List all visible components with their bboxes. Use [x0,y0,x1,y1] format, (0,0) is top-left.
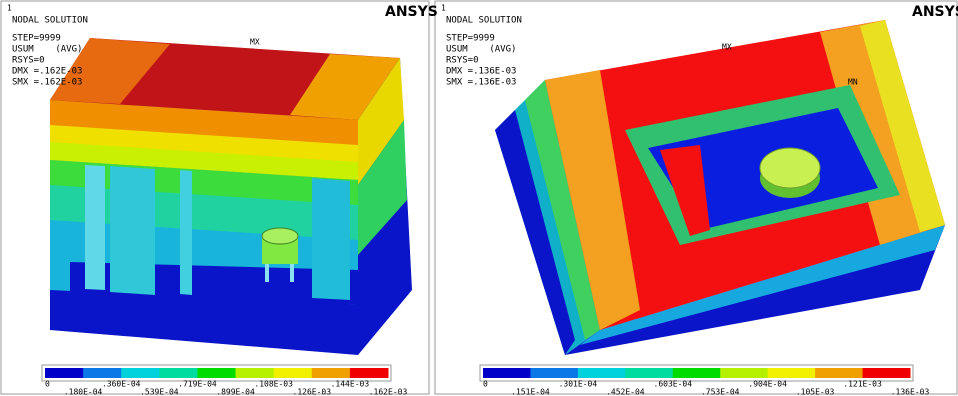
legend-label: .136E-03 [891,388,930,396]
legend-label: .105E-03 [796,388,835,396]
shape [495,110,575,355]
shape [265,264,269,282]
legend-label: .904E-04 [748,380,787,389]
shape [525,80,600,340]
legend-label: .151E-04 [511,388,550,396]
legend-label: .719E-04 [178,380,217,389]
shape [50,38,170,104]
shape [358,58,404,185]
extreme-marker: MX [722,43,732,52]
legend-label: .144E-03 [331,380,370,389]
result-info: SMX =.162E-03 [12,78,82,88]
legend-label: .360E-04 [102,380,141,389]
viewport-number: 1 [7,4,12,13]
shape [290,54,400,120]
legend-label: .899E-04 [216,388,255,396]
shape [358,120,407,255]
legend-swatch [45,368,84,378]
result-info: USUM (AVG) [12,45,82,55]
panel-frame [434,0,958,395]
legend-swatch [483,368,531,378]
legend-swatch [672,368,721,378]
legend-label: .121E-03 [843,380,882,389]
legend-label: .162E-03 [369,388,408,396]
legend-label: .126E-03 [293,388,332,396]
result-title: NODAL SOLUTION [12,16,88,26]
model-view [50,38,412,355]
legend-label: .539E-04 [140,388,179,396]
shape [312,178,350,300]
legend-label: 0 [483,380,488,389]
legend-swatch [815,368,864,378]
result-info: RSYS=0 [446,56,479,66]
legend-swatch [235,368,275,378]
legend-swatch [273,368,313,378]
viewport-number: 1 [441,4,446,13]
extreme-marker: MN [848,78,858,87]
legend-swatch [159,368,198,378]
legend-swatch [83,368,122,378]
result-info: SMX =.136E-03 [446,78,516,88]
result-info: DMX =.136E-03 [446,67,516,77]
shape [545,70,640,330]
ansys-logo: ANSYS [385,4,438,20]
legend-swatch [311,368,351,378]
legend-label: 0 [45,380,50,389]
shape [580,225,945,345]
legend-label: .301E-04 [559,380,598,389]
legend-label: .603E-04 [654,380,693,389]
legend-swatch [625,368,674,378]
shape [180,170,192,295]
shape [261,227,299,245]
shape [660,145,710,236]
shape [290,264,294,282]
legend-label: .180E-04 [64,388,103,396]
shape [860,20,945,232]
shape [110,166,155,295]
legend-swatch [720,368,769,378]
result-info: DMX =.162E-03 [12,67,82,77]
shape [50,100,358,145]
panel-frame [0,0,430,395]
result-title: NODAL SOLUTION [446,16,522,26]
legend-swatch [862,368,911,378]
result-info: STEP=9999 [12,34,61,44]
legend-label: .108E-03 [254,380,293,389]
result-info: STEP=9999 [446,34,495,44]
legend-swatch [349,368,389,378]
legend-swatch [767,368,816,378]
legend-swatch [121,368,160,378]
legend-swatch [530,368,579,378]
extreme-marker: MX [250,38,260,47]
model-view [495,20,945,355]
legend-swatch [197,368,237,378]
legend-swatch [577,368,626,378]
legend-label: .753E-04 [701,388,740,396]
ansys-logo: ANSYS [912,4,958,20]
shape [759,147,821,189]
shape [85,165,105,290]
legend-label: .452E-04 [606,388,645,396]
result-info: RSYS=0 [12,56,45,66]
result-info: USUM (AVG) [446,45,516,55]
